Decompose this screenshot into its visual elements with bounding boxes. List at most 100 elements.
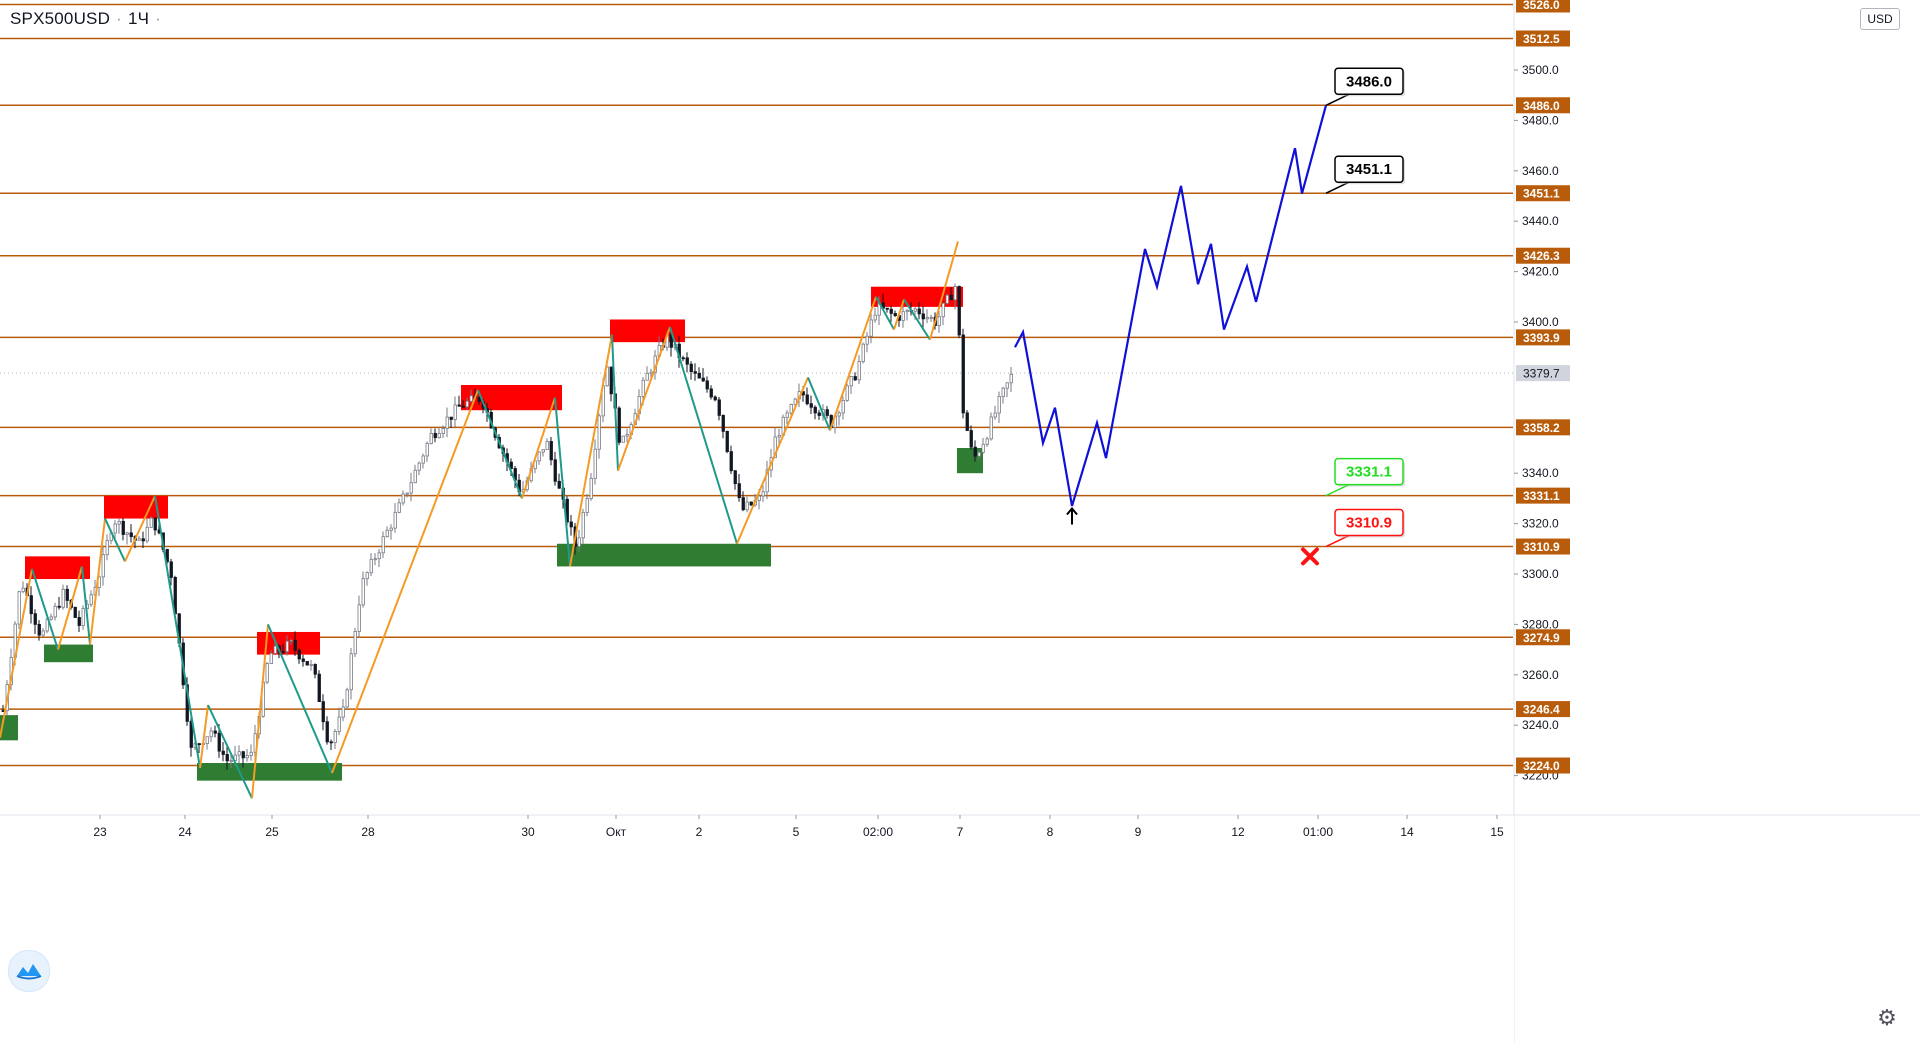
level-price-label: 3274.9 [1523,631,1560,645]
supply-zone[interactable] [25,556,90,580]
price-tick-label: 3320.0 [1522,517,1559,531]
candle-body [585,498,589,513]
candle-body [509,461,513,469]
candle-body [413,469,417,484]
price-tick-label: 3340.0 [1522,466,1559,480]
candle-body [289,639,293,642]
candle-body [373,558,377,561]
candle-body [973,446,977,457]
time-tick-label: 30 [521,825,535,839]
time-tick-label: 01:00 [1303,825,1333,839]
candle-body [889,308,893,314]
demand-zone[interactable] [557,543,771,567]
time-tick-label: 2 [696,825,703,839]
candle-body [21,587,25,593]
candle-body [117,520,121,525]
zigzag-down-segment [554,397,571,567]
price-callouts: 3486.0 3451.1 3331.1 3310.9 [1325,67,1405,548]
callout-box[interactable] [1334,67,1404,96]
candle-body [745,501,749,511]
zigzag-up-segment [89,518,106,645]
candle-body [577,537,581,547]
candle-body [425,443,429,457]
candle-body [41,630,45,636]
time-tick-label: 14 [1400,825,1414,839]
candle-body [221,750,225,755]
level-price-tag [1516,419,1570,436]
candle-body [365,572,369,580]
callout-box[interactable] [1334,508,1404,537]
level-price-tag [1516,538,1570,555]
time-tick-label: 28 [361,825,375,839]
candle-body [977,451,981,457]
level-price-tag [1516,247,1570,264]
candle-body [849,376,853,387]
candle-body [393,511,397,529]
candle-body [681,357,685,360]
forecast-line[interactable] [1014,104,1328,507]
candle-body [341,706,345,718]
candle-body [461,405,465,408]
level-price-label: 3526.0 [1523,0,1560,12]
level-price-label: 3358.2 [1523,421,1560,435]
time-tick-label: 24 [178,825,192,839]
demand-zone[interactable] [44,644,93,663]
candle-body [381,536,385,554]
candle-body [197,743,201,746]
currency-button[interactable]: USD [1860,8,1900,30]
candle-body [725,430,729,452]
interval-label[interactable]: 1Ч [127,9,150,28]
candle-body [401,493,405,504]
callout-price-label: 3451.1 [1346,161,1392,178]
time-axis: 23 24 25 28 30 Окт 2 5 02:00 7 8 9 12 01:00 14 15 [0,814,1920,1042]
candle-body [237,751,241,756]
zigzag-up-segment [929,241,959,340]
price-tick-label: 3260.0 [1522,668,1559,682]
zigzag-up-segment [199,704,209,769]
candle-body [101,554,105,578]
time-tick-label: 9 [1135,825,1142,839]
level-price-label: 3224.0 [1523,759,1560,773]
candle-body [225,754,229,762]
callout-box[interactable] [1334,457,1404,486]
header-dot: · [155,9,162,28]
candle-body [321,701,325,723]
demand-zone[interactable] [197,763,342,781]
candle-body [169,561,173,578]
zigzag-up-segment [521,397,556,499]
price-tick-label: 3420.0 [1522,265,1559,279]
level-price-label: 3426.3 [1523,249,1560,263]
candle-body [569,521,573,528]
symbol-name: SPX500USD [10,9,111,28]
candle-body [477,397,481,402]
candles [1,283,1013,770]
demand-zone[interactable] [0,715,18,741]
candle-body [205,736,209,744]
candle-body [737,483,741,499]
callout-box[interactable] [1334,155,1404,183]
candle-body [593,448,597,479]
candle-body [905,309,909,313]
candle-body [285,640,289,652]
candle-body [605,366,609,387]
candle-body [609,366,613,395]
candle-body [817,412,821,416]
candle-body [701,377,705,382]
candle-body [841,400,845,414]
candle-body [981,443,985,453]
time-tick-label: 5 [793,825,800,839]
candle-body [669,334,673,348]
price-tick-label: 3280.0 [1522,617,1559,631]
gear-icon[interactable]: ⚙ [1877,1005,1897,1030]
candle-body [917,308,921,315]
candle-body [649,371,653,374]
candle-body [441,428,445,434]
zigzag-down-segment [154,495,201,769]
candle-body [861,343,865,362]
tradingview-logo-icon[interactable] [8,950,50,992]
zigzag-down-segment [207,704,253,799]
zigzag-up-segment [617,326,671,472]
symbol-header[interactable]: SPX500USD · 1Ч · [10,9,167,29]
